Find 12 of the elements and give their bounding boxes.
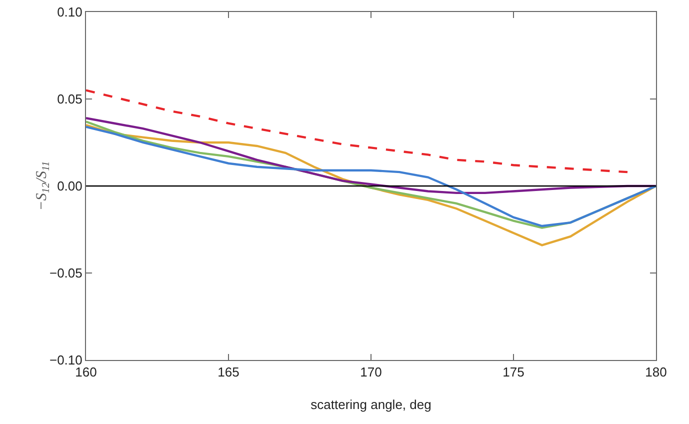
x-axis-title: scattering angle, deg: [310, 397, 432, 412]
x-tick-label: 175: [502, 364, 524, 380]
line-series: [86, 124, 656, 246]
x-tick-label: 165: [218, 364, 240, 380]
line-series: [86, 117, 656, 194]
x-tick-label: 180: [645, 364, 667, 380]
y-tick-label: −0.05: [49, 266, 82, 281]
y-tick-label: 0.00: [57, 178, 82, 194]
y-tick-label: 0.05: [57, 92, 82, 107]
line-series: [86, 89, 629, 174]
y-tick-label: 0.10: [57, 4, 82, 20]
x-tick-label: 170: [360, 364, 382, 380]
